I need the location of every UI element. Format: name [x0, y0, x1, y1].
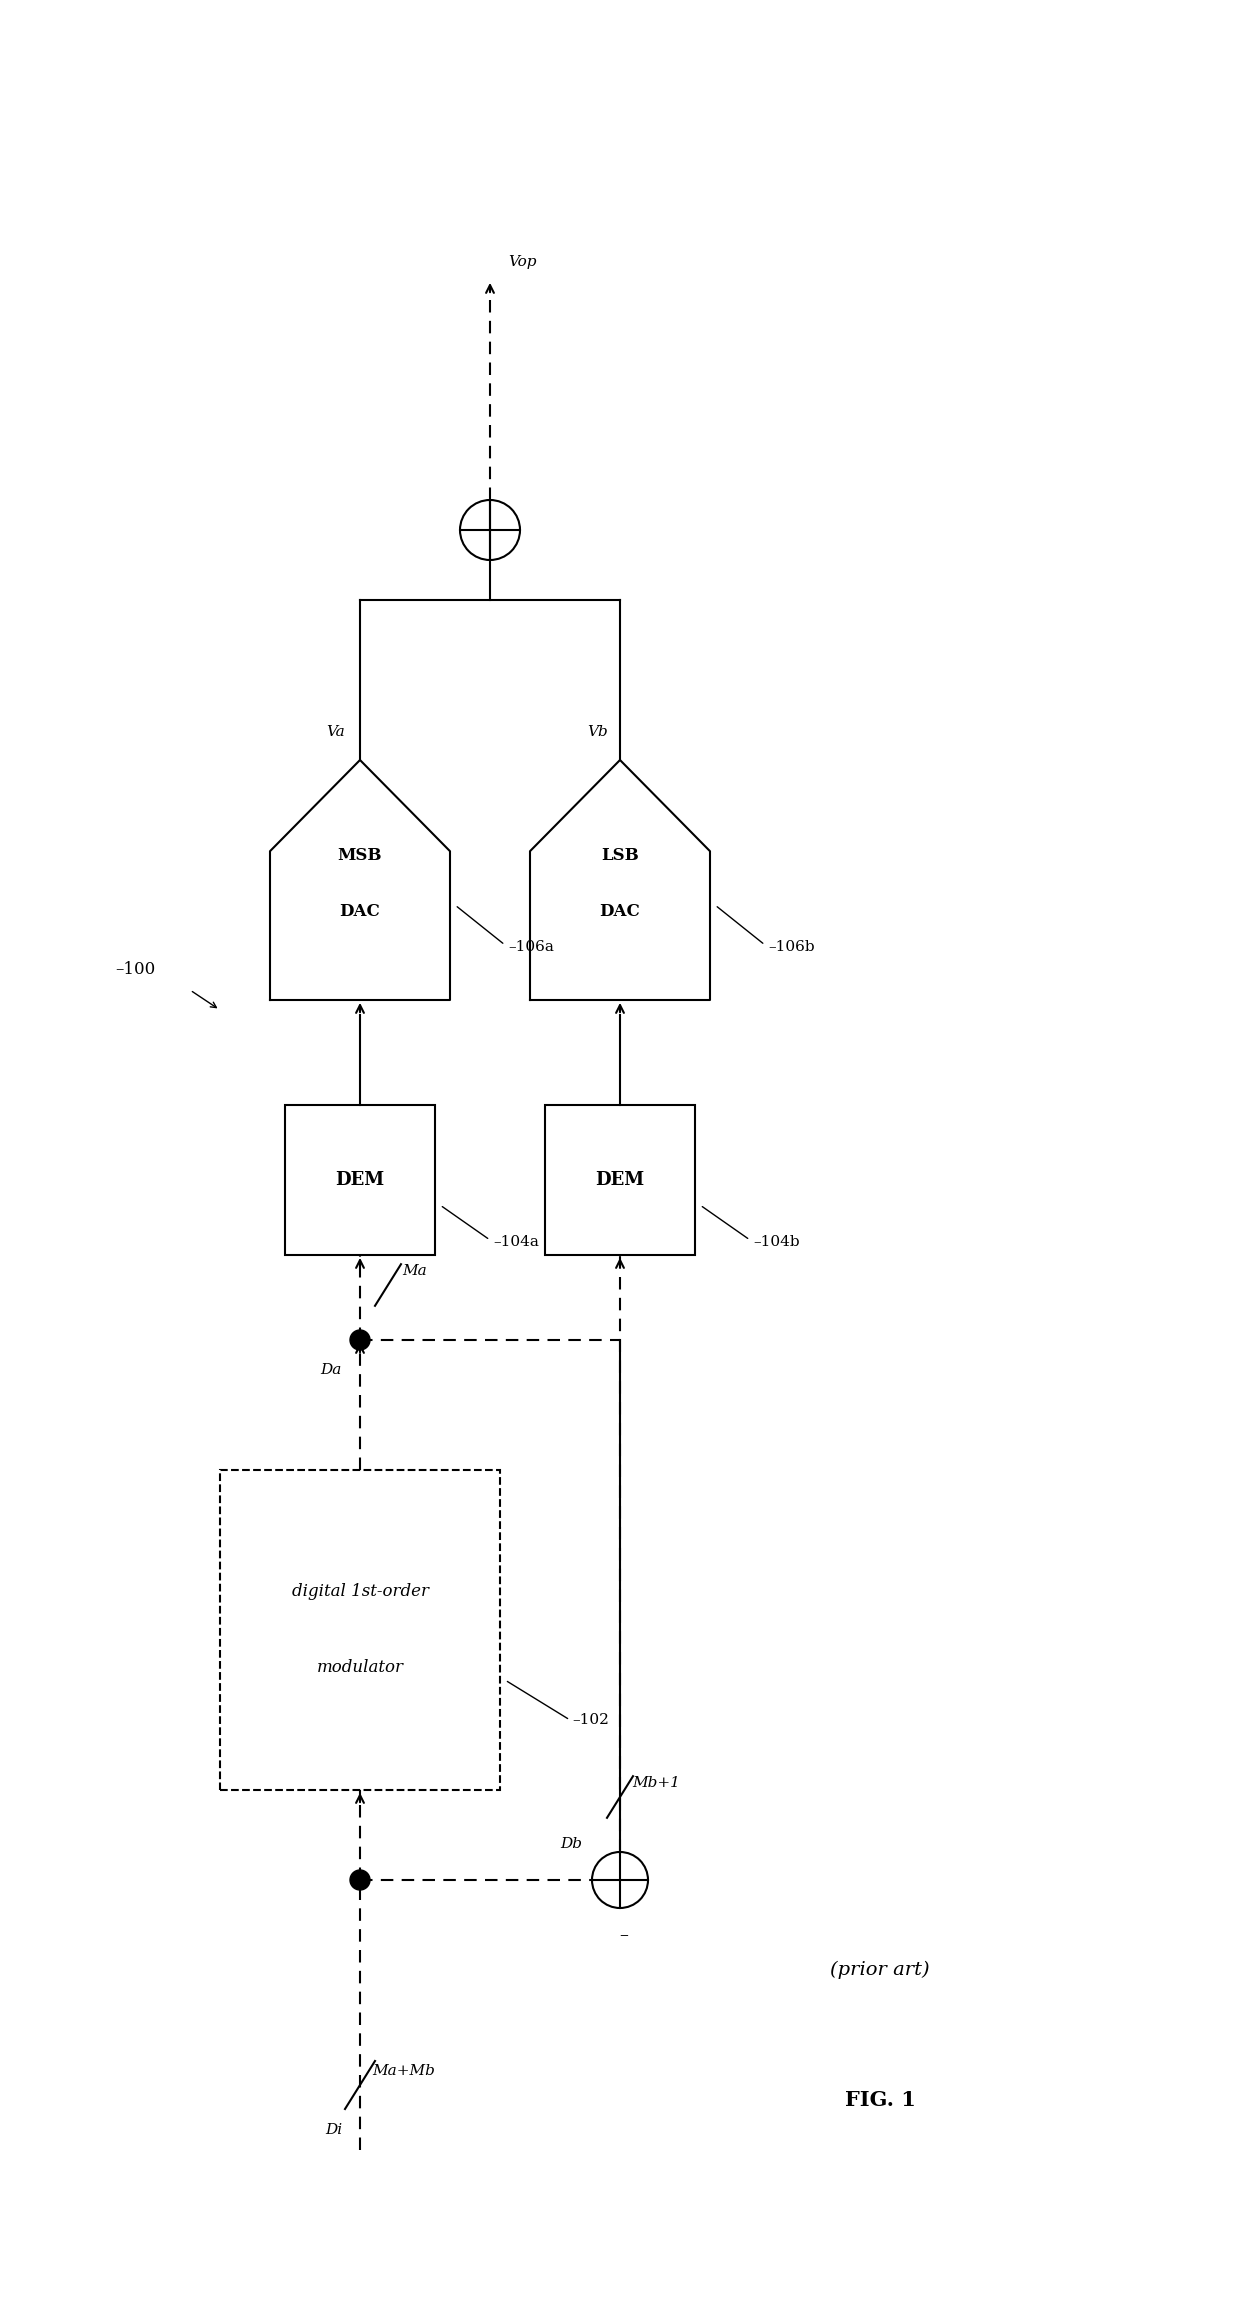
Text: modulator: modulator	[316, 1659, 403, 1677]
Text: Db: Db	[560, 1837, 582, 1851]
Text: DEM: DEM	[595, 1172, 645, 1188]
Text: DAC: DAC	[600, 902, 640, 921]
Text: –106a: –106a	[508, 940, 554, 954]
Text: DAC: DAC	[340, 902, 381, 921]
Text: Di: Di	[325, 2123, 342, 2137]
Circle shape	[350, 1870, 370, 1891]
Text: Ma+Mb: Ma+Mb	[372, 2065, 435, 2079]
Text: Vb: Vb	[588, 724, 608, 740]
Text: digital 1st-order: digital 1st-order	[291, 1585, 429, 1601]
Text: Ma: Ma	[402, 1264, 427, 1278]
Bar	[219, 1471, 500, 1791]
Text: Da: Da	[321, 1364, 342, 1378]
Text: FIG. 1: FIG. 1	[844, 2090, 915, 2109]
Text: Mb+1: Mb+1	[632, 1777, 680, 1791]
Text: –106b: –106b	[768, 940, 815, 954]
Text: –100: –100	[115, 960, 155, 979]
Bar	[285, 1104, 435, 1255]
Text: (prior art): (prior art)	[831, 1960, 930, 1979]
Circle shape	[350, 1329, 370, 1350]
Text: –: –	[620, 1926, 629, 1944]
Text: –104a: –104a	[494, 1234, 539, 1248]
Text: MSB: MSB	[337, 847, 382, 863]
Bar	[546, 1104, 694, 1255]
Text: –104b: –104b	[753, 1234, 800, 1248]
Text: Vop: Vop	[508, 255, 537, 269]
Text: LSB: LSB	[601, 847, 639, 863]
Text: DEM: DEM	[335, 1172, 384, 1188]
Text: Va: Va	[326, 724, 345, 740]
Text: –102: –102	[572, 1712, 609, 1726]
